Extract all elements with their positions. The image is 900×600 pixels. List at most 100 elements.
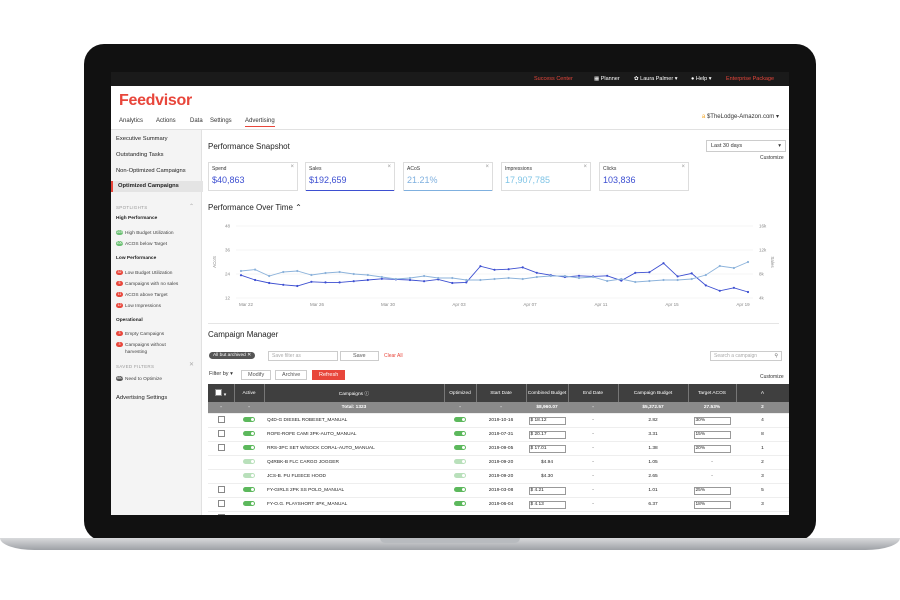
active-toggle-cell[interactable]	[234, 413, 264, 428]
planner-link[interactable]: ▦ Planner	[594, 76, 620, 82]
active-toggle[interactable]	[243, 487, 255, 492]
header-campaign-budget[interactable]: Campaign Budget	[618, 384, 689, 402]
optimized-toggle-cell[interactable]	[444, 497, 476, 512]
active-toggle-cell[interactable]	[234, 455, 264, 470]
optimized-toggle-cell[interactable]	[444, 427, 476, 442]
spotlight-no-sales[interactable]: 5 Campaigns with no sales	[116, 281, 178, 287]
target-acos-field[interactable]: -	[688, 455, 736, 470]
close-icon[interactable]: ✕	[189, 362, 195, 368]
table-customize[interactable]: Customize	[760, 374, 784, 380]
campaign-name[interactable]: JCS-B. PU FLEECE HOOD	[264, 469, 444, 484]
sidebar-item-optimized[interactable]: Optimized Campaigns	[111, 181, 203, 192]
table-row[interactable]: ROFE-ROFE CAMI 3PK-AUTO_MANUAL 2019-07-31…	[208, 427, 789, 442]
sidebar-item-non-optimized[interactable]: Non-Optimized Campaigns	[116, 168, 186, 174]
nav-analytics[interactable]: Analytics	[119, 118, 144, 124]
chart-title[interactable]: Performance Over Time ⌃	[208, 203, 302, 212]
campaign-name[interactable]: Q4D-G DIESEL ROBESET_MANUAL	[264, 413, 444, 428]
table-row[interactable]: ON-VB-B SOLID HOODED ROBE_MANUAL 2019-10-…	[208, 511, 789, 515]
close-icon[interactable]: ×	[681, 164, 685, 170]
active-toggle[interactable]	[243, 501, 255, 506]
save-filter-input[interactable]: Save filter as	[268, 351, 338, 361]
active-toggle-cell[interactable]	[234, 469, 264, 484]
table-row[interactable]: Q4D-G DIESEL ROBESET_MANUAL 2019-10-16 $ 1…	[208, 413, 789, 428]
target-acos-field[interactable]: 20%	[688, 441, 736, 456]
chevron-up-icon[interactable]: ⌃	[295, 203, 302, 212]
archive-button[interactable]: Archive	[275, 370, 308, 380]
combined-budget-field[interactable]: $ 17.01	[526, 441, 568, 456]
campaign-name[interactable]: FY-GIRLS 2PK SS POLO_MANUAL	[264, 483, 444, 498]
combined-budget-field[interactable]: $ 4.21	[526, 483, 568, 498]
active-toggle[interactable]	[243, 445, 255, 450]
spotlight-low-budget[interactable]: 32 Low Budget Utilization	[116, 270, 173, 276]
close-icon[interactable]: ×	[290, 164, 294, 170]
row-checkbox-cell[interactable]	[208, 497, 234, 512]
saved-filter-need-optimize[interactable]: 450 Need to Optimize	[116, 376, 163, 382]
search-input[interactable]: Search a campaign ⚲	[710, 351, 782, 361]
row-checkbox-cell[interactable]	[208, 441, 234, 456]
row-checkbox-cell[interactable]	[208, 413, 234, 428]
checkbox[interactable]	[217, 430, 225, 437]
optimized-toggle[interactable]	[454, 431, 466, 436]
optimized-toggle-cell[interactable]	[444, 469, 476, 484]
campaign-name[interactable]: ROFE-ROFE CAMI 3PK-AUTO_MANUAL	[264, 427, 444, 442]
checkbox[interactable]	[215, 388, 223, 396]
metric-card-impressions[interactable]: Impressions 17,907,785 ×	[501, 162, 591, 191]
user-menu[interactable]: ✿ Laura Palmer ▾	[634, 76, 678, 82]
header-active[interactable]: Active	[234, 384, 265, 402]
combined-budget-field[interactable]: $4.30	[526, 469, 568, 484]
campaign-name[interactable]: RRS-3PC SET W/SOCK CORAL-AUTO_MANUAL	[264, 441, 444, 456]
checkbox[interactable]	[217, 416, 225, 423]
checkbox[interactable]	[217, 514, 225, 515]
spotlight-high-budget[interactable]: 223 High Budget Utilization	[116, 230, 174, 236]
date-range-select[interactable]: Last 30 days ▾	[706, 140, 786, 152]
sidebar-item-outstanding-tasks[interactable]: Outstanding Tasks	[116, 152, 164, 158]
feedvisor-logo[interactable]: Feedvisor	[119, 92, 192, 109]
target-acos-field[interactable]: 20%	[688, 511, 736, 515]
nav-actions[interactable]: Actions	[156, 118, 176, 124]
active-toggle[interactable]	[243, 459, 255, 464]
combined-budget-field[interactable]: $ 18.12	[526, 413, 568, 428]
campaign-name[interactable]: FY-O.G. PLAYSHORT 4PK_MANUAL	[264, 497, 444, 512]
metric-card-spend[interactable]: Spend $40,863 ×	[208, 162, 298, 191]
close-icon[interactable]: ×	[583, 164, 587, 170]
table-row[interactable]: FY-GIRLS 2PK SS POLO_MANUAL 2019-03-08 $ 4…	[208, 483, 789, 498]
spotlight-acos-below[interactable]: 100 ACOS below Target	[116, 241, 168, 247]
package-link[interactable]: Enterprise Package	[726, 76, 774, 82]
header-overflow[interactable]: A	[736, 384, 789, 402]
filter-chip[interactable]: All but archived ✕	[209, 352, 256, 359]
active-toggle-cell[interactable]	[234, 441, 264, 456]
table-row[interactable]: FY-O.G. PLAYSHORT 4PK_MANUAL 2019-06-04 $ …	[208, 497, 789, 512]
active-toggle[interactable]	[243, 473, 255, 478]
active-toggle[interactable]	[243, 431, 255, 436]
combined-budget-field[interactable]: $4.94	[526, 455, 568, 470]
close-icon[interactable]: ×	[485, 164, 489, 170]
close-icon[interactable]: ×	[387, 164, 391, 170]
save-button[interactable]: Save	[340, 351, 379, 361]
nav-settings[interactable]: Settings	[210, 118, 232, 124]
optimized-toggle[interactable]	[454, 487, 466, 492]
target-acos-field[interactable]: 15%	[688, 427, 736, 442]
spotlight-without-harvesting[interactable]: 3 Campaigns without	[116, 342, 166, 348]
optimized-toggle-cell[interactable]	[444, 511, 476, 515]
table-row[interactable]: RRS-3PC SET W/SOCK CORAL-AUTO_MANUAL 2019…	[208, 441, 789, 456]
active-toggle-cell[interactable]	[234, 511, 264, 515]
clear-all-link[interactable]: Clear All	[384, 353, 403, 359]
row-checkbox-cell[interactable]	[208, 483, 234, 498]
spotlight-empty-campaigns[interactable]: 3 Empty Campaigns	[116, 331, 164, 337]
campaign-name[interactable]: Q4RBK-B FLC CARGO JOGGER	[264, 455, 444, 470]
table-row[interactable]: Q4RBK-B FLC CARGO JOGGER 2019-09-20 $4.94-…	[208, 455, 789, 470]
combined-budget-field[interactable]: $ 20.17	[526, 427, 568, 442]
target-acos-field[interactable]: 25%	[688, 483, 736, 498]
target-acos-field[interactable]: -	[688, 469, 736, 484]
active-toggle-cell[interactable]	[234, 497, 264, 512]
refresh-button[interactable]: Refresh	[312, 370, 346, 380]
optimized-toggle[interactable]	[454, 473, 466, 478]
optimized-toggle[interactable]	[454, 459, 466, 464]
spotlight-acos-above[interactable]: 11 ACOS above Target	[116, 292, 168, 298]
success-center-link[interactable]: Success Center	[534, 76, 573, 82]
select-all-header[interactable]: ▾	[208, 384, 235, 402]
checkbox[interactable]	[217, 486, 225, 493]
optimized-toggle[interactable]	[454, 501, 466, 506]
help-menu[interactable]: ● Help ▾	[691, 76, 712, 82]
spotlight-low-impressions[interactable]: 12 Low Impressions	[116, 303, 161, 309]
